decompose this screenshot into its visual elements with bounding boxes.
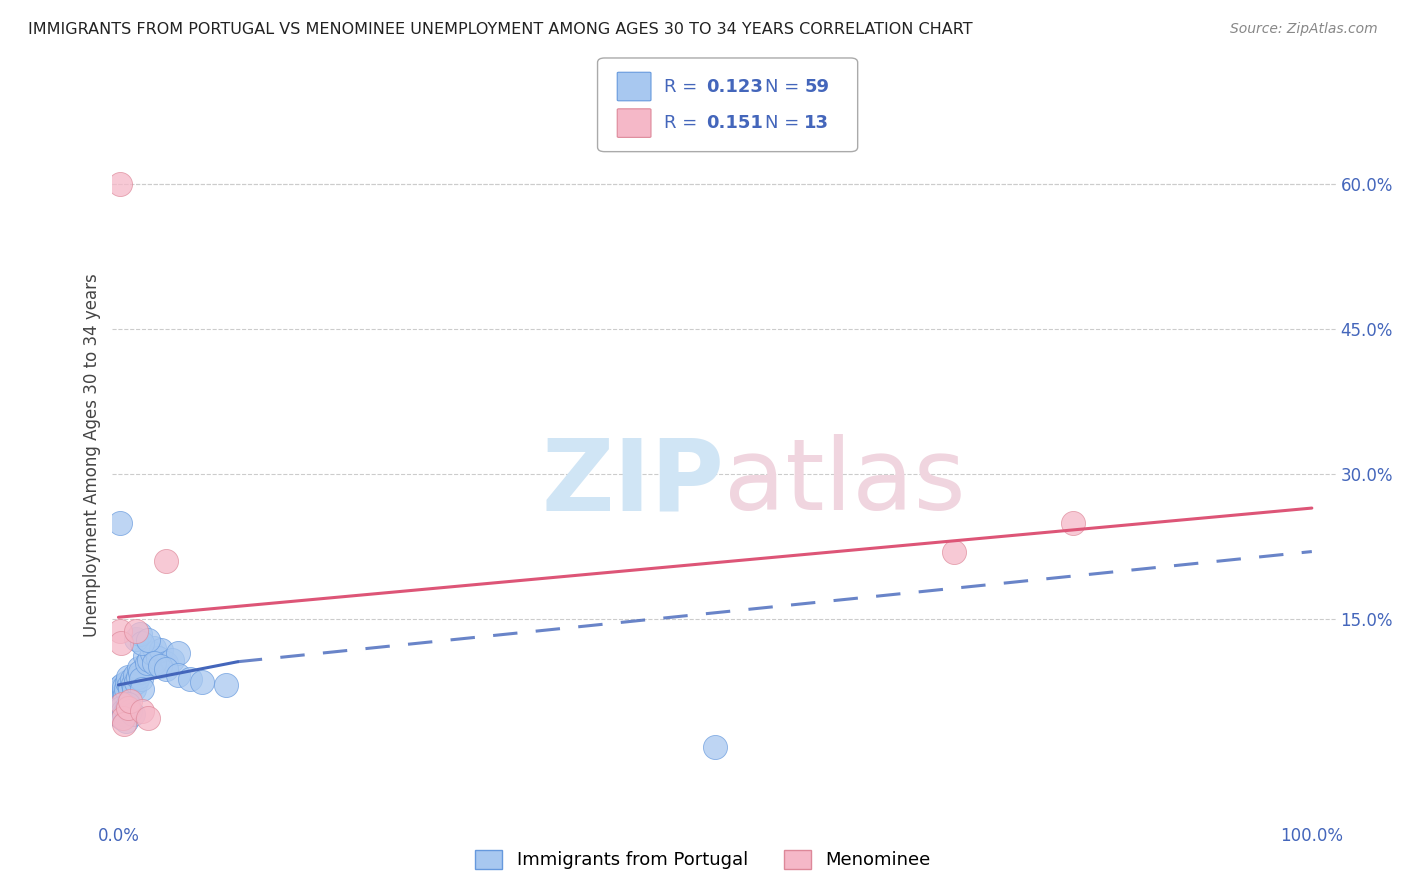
- Text: R =: R =: [664, 78, 703, 95]
- Point: [128, 660, 150, 674]
- Point: [125, 675, 148, 690]
- Point: [131, 681, 153, 696]
- Point: [108, 680, 131, 694]
- Point: [129, 665, 152, 680]
- Point: [112, 711, 135, 725]
- Text: N =: N =: [765, 114, 804, 132]
- Point: [110, 636, 132, 650]
- Point: [160, 653, 183, 667]
- Point: [141, 646, 163, 660]
- Point: [112, 694, 135, 708]
- Point: [167, 668, 190, 682]
- Point: [112, 704, 135, 718]
- Point: [143, 641, 166, 656]
- Point: [111, 690, 134, 704]
- Point: [129, 672, 152, 686]
- Y-axis label: Unemployment Among Ages 30 to 34 years: Unemployment Among Ages 30 to 34 years: [83, 273, 101, 637]
- Point: [120, 704, 142, 718]
- Point: [108, 516, 131, 530]
- Point: [136, 711, 159, 725]
- Text: IMMIGRANTS FROM PORTUGAL VS MENOMINEE UNEMPLOYMENT AMONG AGES 30 TO 34 YEARS COR: IMMIGRANTS FROM PORTUGAL VS MENOMINEE UN…: [28, 22, 973, 37]
- Point: [110, 688, 132, 702]
- Point: [114, 714, 136, 728]
- Point: [125, 632, 148, 646]
- Point: [1062, 516, 1084, 530]
- Point: [131, 704, 153, 718]
- Point: [131, 636, 153, 650]
- Text: 13: 13: [804, 114, 830, 132]
- Point: [155, 656, 177, 670]
- Text: 0.123: 0.123: [706, 78, 762, 95]
- Point: [112, 684, 135, 698]
- Point: [114, 681, 136, 696]
- Point: [110, 681, 132, 696]
- Point: [167, 646, 190, 660]
- Text: N =: N =: [765, 78, 804, 95]
- Point: [704, 739, 727, 754]
- Point: [122, 681, 145, 696]
- Point: [149, 658, 172, 673]
- Point: [136, 633, 159, 648]
- Point: [191, 675, 214, 690]
- Point: [121, 672, 143, 686]
- Point: [121, 706, 143, 721]
- Point: [110, 701, 132, 715]
- Point: [179, 672, 201, 686]
- Text: 100.0%: 100.0%: [1281, 827, 1343, 845]
- Text: 59: 59: [804, 78, 830, 95]
- Point: [111, 698, 134, 712]
- Text: atlas: atlas: [724, 434, 966, 532]
- Point: [112, 706, 135, 721]
- Text: Source: ZipAtlas.com: Source: ZipAtlas.com: [1230, 22, 1378, 37]
- Point: [111, 678, 134, 692]
- Text: 0.151: 0.151: [706, 114, 762, 132]
- Point: [110, 691, 132, 706]
- Legend: Immigrants from Portugal, Menominee: Immigrants from Portugal, Menominee: [467, 841, 939, 879]
- Point: [146, 651, 169, 665]
- Point: [138, 653, 160, 667]
- Text: 0.0%: 0.0%: [97, 827, 139, 845]
- Point: [115, 701, 138, 715]
- Point: [129, 626, 152, 640]
- Point: [127, 670, 149, 684]
- Point: [115, 675, 138, 690]
- Point: [108, 684, 131, 698]
- Point: [125, 624, 148, 638]
- Point: [136, 656, 159, 670]
- Text: ZIP: ZIP: [541, 434, 724, 532]
- Point: [124, 668, 146, 682]
- Point: [118, 678, 141, 692]
- Point: [155, 662, 177, 677]
- Point: [120, 694, 142, 708]
- Point: [215, 678, 238, 692]
- Point: [942, 544, 965, 558]
- Point: [150, 643, 173, 657]
- Point: [112, 716, 135, 731]
- Text: R =: R =: [664, 114, 703, 132]
- Point: [155, 554, 177, 568]
- Point: [117, 698, 139, 712]
- Point: [108, 624, 131, 638]
- Point: [111, 711, 134, 725]
- Point: [112, 680, 135, 694]
- Point: [134, 648, 156, 663]
- Point: [108, 178, 131, 192]
- Point: [108, 708, 131, 723]
- Point: [114, 688, 136, 702]
- Point: [117, 670, 139, 684]
- Point: [143, 656, 166, 670]
- Point: [120, 681, 142, 696]
- Point: [121, 677, 143, 691]
- Point: [117, 701, 139, 715]
